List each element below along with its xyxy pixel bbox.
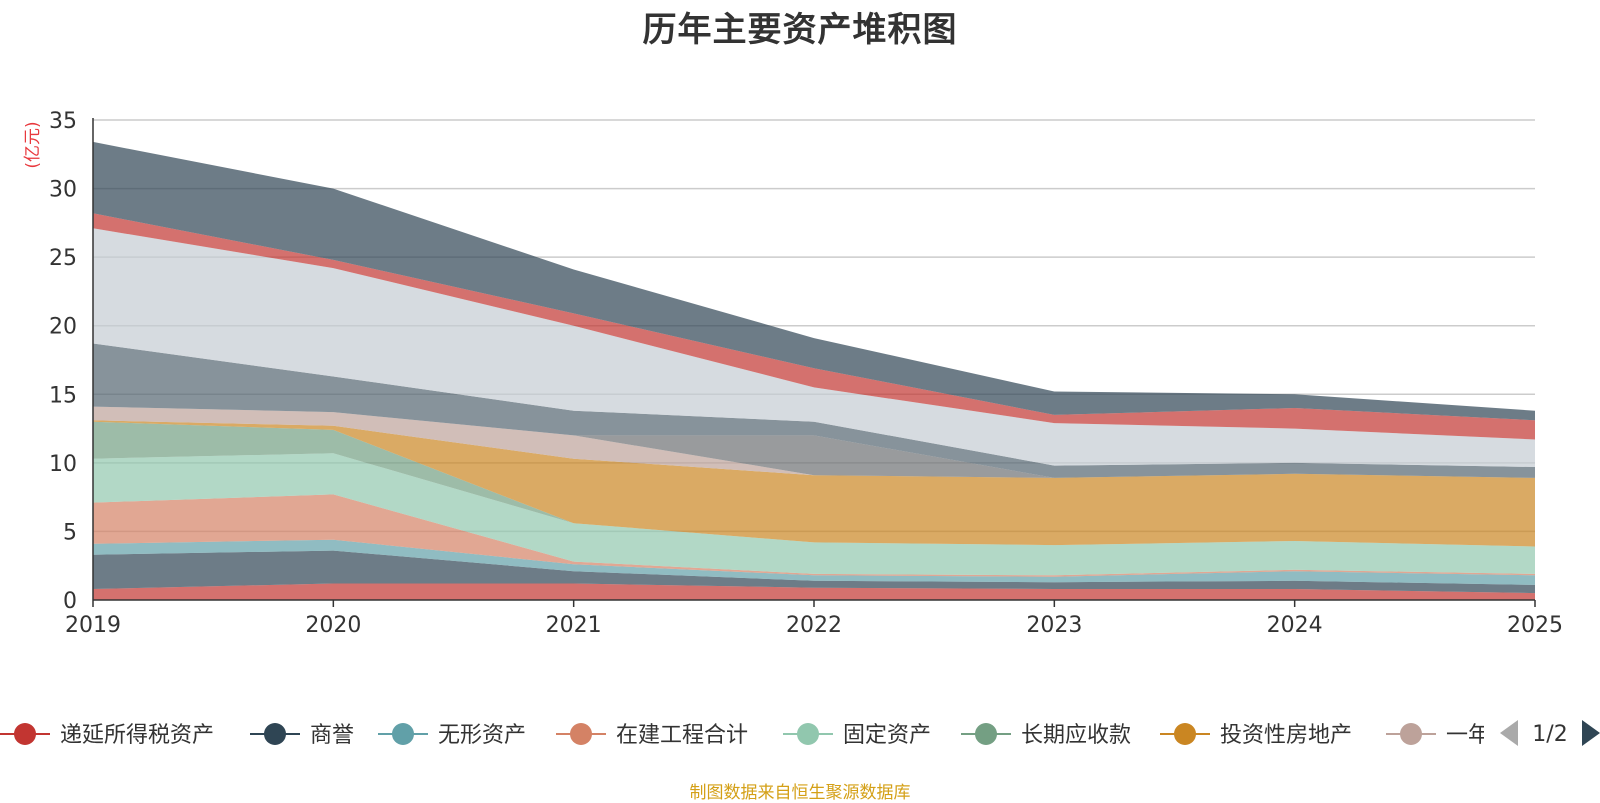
- y-tick-label: 25: [49, 246, 77, 271]
- legend-marker-icon: [1174, 723, 1196, 745]
- y-tick-label: 30: [49, 178, 77, 203]
- triangle-left-icon[interactable]: [1500, 720, 1518, 746]
- area-series-4: [93, 453, 1535, 576]
- legend-pager: 1/2: [1500, 720, 1600, 747]
- legend-label: 一年内到期的非流动资产: [1446, 723, 1600, 748]
- y-tick-label: 10: [49, 452, 77, 477]
- legend-label: 投资性房地产: [1220, 723, 1352, 748]
- area-series-5: [93, 421, 1535, 547]
- legend-marker-icon: [975, 723, 997, 745]
- y-tick-label: 35: [49, 109, 77, 134]
- x-tick-label: 2020: [305, 613, 361, 638]
- legend: 递延所得税资产 商誉 无形资产 在建工程合计 固定资产 长期应收款 投资性房地产 一年内到期的…: [0, 723, 1600, 748]
- area-series-7: [93, 406, 1535, 478]
- chart-title: 历年主要资产堆积图: [642, 10, 958, 50]
- legend-item[interactable]: 商誉: [250, 723, 354, 748]
- legend-label: 递延所得税资产: [60, 723, 214, 748]
- legend-page-indicator: 1/2: [1532, 722, 1567, 747]
- legend-label: 商誉: [310, 723, 354, 748]
- source-note: 制图数据来自恒生聚源数据库: [689, 783, 911, 803]
- area-series-8: [93, 406, 1535, 478]
- area-series-10: [93, 228, 1535, 467]
- stacked-areas: [93, 141, 1535, 600]
- legend-marker-icon: [570, 723, 592, 745]
- legend-marker-icon: [797, 723, 819, 745]
- legend-item[interactable]: 一年内到期的非流动资产: [1386, 723, 1600, 748]
- y-tick-label: 15: [49, 383, 77, 408]
- area-series-12: [93, 141, 1535, 421]
- legend-item[interactable]: 投资性房地产: [1160, 723, 1352, 748]
- x-tick-label: 2023: [1026, 613, 1082, 638]
- legend-item[interactable]: 在建工程合计: [556, 723, 748, 748]
- x-tick-label: 2022: [786, 613, 842, 638]
- legend-marker-icon: [14, 723, 36, 745]
- x-tick-label: 2024: [1267, 613, 1323, 638]
- area-series-2: [93, 539, 1535, 585]
- legend-marker-icon: [264, 723, 286, 745]
- legend-marker-icon: [1400, 723, 1422, 745]
- area-series-3: [93, 494, 1535, 577]
- area-series-11: [93, 213, 1535, 440]
- legend-label: 无形资产: [438, 723, 526, 748]
- legend-label: 在建工程合计: [616, 723, 748, 748]
- x-tick-label: 2025: [1507, 613, 1563, 638]
- legend-marker-icon: [392, 723, 414, 745]
- y-tick-label: 5: [63, 520, 77, 545]
- x-tick-label: 2019: [65, 613, 121, 638]
- y-tick-label: 0: [63, 589, 77, 614]
- legend-label: 长期应收款: [1021, 723, 1131, 748]
- area-series-0: [93, 583, 1535, 600]
- y-axis-unit-label: (亿元): [23, 121, 43, 168]
- x-tick-label: 2021: [546, 613, 602, 638]
- legend-item[interactable]: 无形资产: [378, 723, 526, 748]
- legend-label: 固定资产: [843, 723, 931, 748]
- y-tick-label: 20: [49, 315, 77, 340]
- triangle-right-icon[interactable]: [1582, 720, 1600, 746]
- legend-item[interactable]: 递延所得税资产: [0, 723, 214, 748]
- legend-item[interactable]: 固定资产: [783, 723, 931, 748]
- area-series-9: [93, 343, 1535, 478]
- area-series-6: [93, 420, 1535, 547]
- area-series-1: [93, 550, 1535, 594]
- legend-item[interactable]: 长期应收款: [961, 723, 1131, 748]
